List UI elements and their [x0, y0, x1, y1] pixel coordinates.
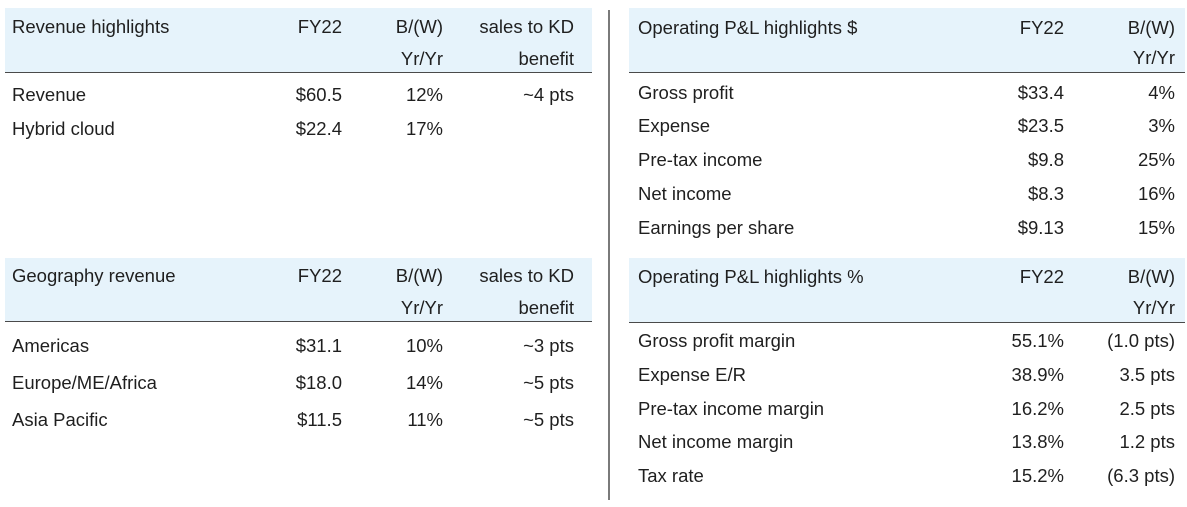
col-header-bw: B/(W) [395, 265, 443, 286]
row-yryr: (6.3 pts) [1107, 465, 1175, 486]
row-kd: ~5 pts [523, 409, 574, 430]
row-label: Gross profit margin [638, 330, 796, 351]
col-header-fy22: FY22 [1019, 266, 1064, 287]
row-kd: ~5 pts [523, 372, 574, 393]
row-label: Americas [12, 335, 90, 356]
col-header-bw: B/(W) [395, 16, 443, 37]
row-fy22: $9.8 [1027, 149, 1064, 170]
row-fy22: $18.0 [295, 372, 342, 393]
col-header-bw: B/(W) [1127, 17, 1175, 38]
row-yryr: 1.2 pts [1119, 431, 1175, 452]
table-header [629, 8, 1185, 73]
row-yryr: 3.5 pts [1119, 364, 1175, 385]
row-fy22: $33.4 [1017, 82, 1064, 103]
row-yryr: 4% [1148, 82, 1175, 103]
table-title: Geography revenue [12, 265, 176, 286]
col-header-yryr: Yr/Yr [1132, 297, 1175, 318]
row-yryr: (1.0 pts) [1107, 330, 1175, 351]
col-header-fy22: FY22 [297, 265, 342, 286]
col-header-yryr: Yr/Yr [400, 297, 443, 318]
row-fy22: 16.2% [1011, 398, 1064, 419]
col-header-bw: B/(W) [1127, 266, 1175, 287]
row-fy22: $31.1 [295, 335, 342, 356]
col-header-kd: sales to KD [479, 16, 574, 37]
row-yryr: 11% [407, 409, 443, 430]
row-yryr: 16% [1137, 183, 1175, 204]
col-header-yryr: Yr/Yr [1132, 47, 1175, 68]
row-fy22: 38.9% [1011, 364, 1064, 385]
row-yryr: 3% [1148, 115, 1175, 136]
row-label: Europe/ME/Africa [12, 372, 157, 393]
row-label: Tax rate [638, 465, 704, 486]
row-yryr: 14% [405, 372, 443, 393]
row-fy22: $9.13 [1017, 217, 1064, 238]
row-fy22: $22.4 [295, 118, 342, 139]
row-label: Hybrid cloud [12, 118, 115, 139]
row-fy22: 15.2% [1011, 465, 1064, 486]
row-label: Pre-tax income [638, 149, 763, 170]
col-header-fy22: FY22 [1019, 17, 1064, 38]
row-fy22: $60.5 [295, 84, 342, 105]
col-header-fy22: FY22 [297, 16, 342, 37]
table-header [629, 258, 1185, 323]
row-fy22: $8.3 [1027, 183, 1064, 204]
col-header-benefit: benefit [518, 297, 574, 318]
geography-revenue-table: Geography revenue FY22 B/(W) Yr/Yr sales… [5, 258, 592, 458]
row-yryr: 17% [405, 118, 443, 139]
col-header-yryr: Yr/Yr [400, 48, 443, 69]
operating-pl-dollars-table: Operating P&L highlights $ FY22 B/(W) Yr… [629, 8, 1185, 248]
row-label: Asia Pacific [12, 409, 108, 430]
vertical-divider [608, 10, 610, 500]
row-label: Earnings per share [638, 217, 795, 238]
row-yryr: 10% [405, 335, 443, 356]
table-header [5, 258, 592, 322]
row-yryr: 25% [1137, 149, 1175, 170]
row-label: Pre-tax income margin [638, 398, 825, 419]
row-label: Expense [638, 115, 710, 136]
row-fy22: 13.8% [1011, 431, 1064, 452]
table-title: Operating P&L highlights % [638, 266, 864, 287]
row-kd: ~3 pts [523, 335, 574, 356]
row-label: Net income margin [638, 431, 794, 452]
row-label: Gross profit [638, 82, 734, 103]
row-label: Revenue [12, 84, 87, 105]
col-header-kd: sales to KD [479, 265, 574, 286]
row-fy22: $11.5 [297, 409, 342, 430]
row-fy22: $23.5 [1017, 115, 1064, 136]
table-header [5, 8, 592, 73]
row-label: Net income [638, 183, 732, 204]
row-fy22: 55.1% [1011, 330, 1064, 351]
operating-pl-percent-table: Operating P&L highlights % FY22 B/(W) Yr… [629, 258, 1185, 498]
row-label: Expense E/R [638, 364, 746, 385]
row-yryr: 15% [1137, 217, 1175, 238]
row-yryr: 12% [405, 84, 443, 105]
row-kd: ~4 pts [523, 84, 574, 105]
table-title: Operating P&L highlights $ [638, 17, 858, 38]
col-header-benefit: benefit [518, 48, 574, 69]
table-title: Revenue highlights [12, 16, 170, 37]
row-yryr: 2.5 pts [1119, 398, 1175, 419]
revenue-highlights-table: Revenue highlights FY22 B/(W) Yr/Yr sale… [5, 8, 592, 208]
